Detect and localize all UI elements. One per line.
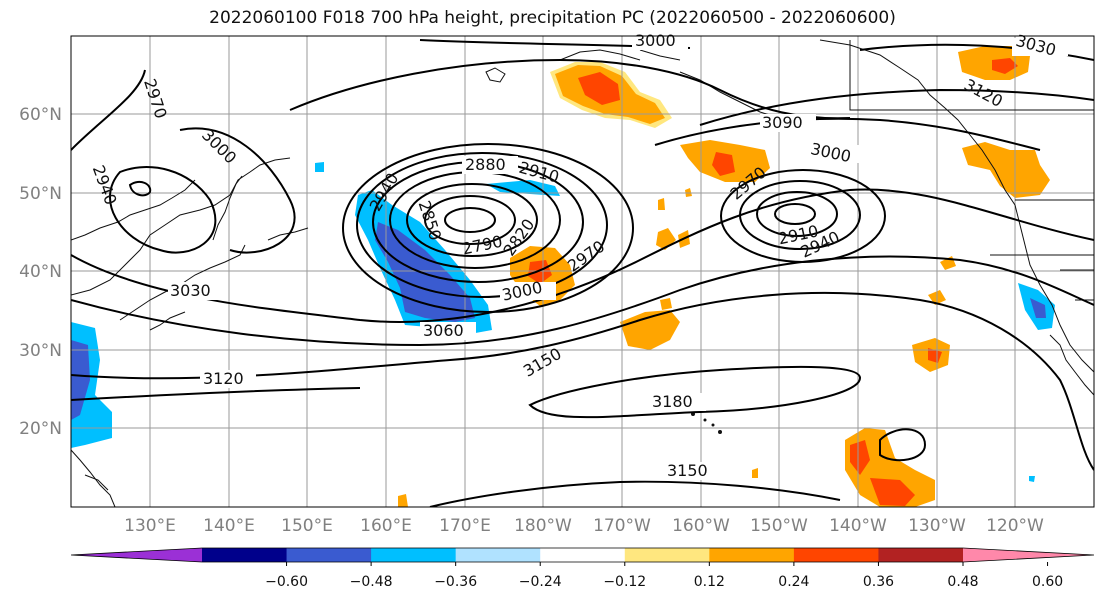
- precip-positive-area: [992, 58, 1018, 74]
- colorbar-tick-label: 0.60: [1032, 574, 1063, 590]
- contour-label: 2790: [460, 232, 504, 259]
- contour-label: 3090: [762, 113, 803, 132]
- colorbar-tick-label: −0.12: [603, 574, 646, 590]
- lon-label: 120°W: [986, 516, 1044, 536]
- colorbar-tick-label: −0.48: [350, 574, 393, 590]
- graticule: [71, 36, 1094, 507]
- contour-label: 3150: [667, 461, 708, 480]
- colorbar-segment: [624, 548, 710, 562]
- colorbar-ticks: [286, 562, 1049, 566]
- precip-negative-area: [375, 222, 475, 322]
- colorbar-outline: [70, 547, 1095, 563]
- precip-positive-area: [620, 310, 680, 350]
- lon-label: 170°W: [593, 516, 651, 536]
- lon-label: 180°W: [514, 516, 572, 536]
- colorbar-segment: [202, 548, 288, 562]
- precip-positive-area: [658, 198, 665, 210]
- precip-positive-area: [752, 468, 758, 478]
- precip-shading: [71, 46, 1055, 507]
- longitude-labels: 130°E 140°E 150°E 160°E 170°E 180°W 170°…: [124, 516, 1044, 536]
- hawaii-islands: [691, 412, 722, 434]
- colorbar-extend-max: [963, 548, 1094, 562]
- lon-label: 150°E: [281, 516, 333, 536]
- lat-label: 20°N: [19, 419, 62, 439]
- contour-label: 2940: [89, 163, 121, 208]
- precip-positive-area: [660, 298, 672, 310]
- precip-positive-area: [850, 440, 870, 475]
- precip-negative-area: [1029, 476, 1035, 482]
- colorbar-tick-label: 0.48: [947, 574, 978, 590]
- lon-label: 150°W: [750, 516, 808, 536]
- colorbar: −0.60 −0.48 −0.36 −0.24 −0.12 0.12 0.24 …: [70, 547, 1095, 590]
- precip-positive-area: [962, 142, 1050, 198]
- colorbar-segment: [709, 548, 795, 562]
- colorbar-tick-label: −0.36: [434, 574, 477, 590]
- precip-positive-area: [398, 494, 408, 507]
- precip-negative-area: [486, 180, 560, 196]
- colorbar-labels: −0.60 −0.48 −0.36 −0.24 −0.12 0.12 0.24 …: [265, 574, 1063, 590]
- colorbar-segment: [455, 548, 541, 562]
- lat-label: 60°N: [19, 105, 62, 125]
- colorbar-tick-label: 0.36: [863, 574, 894, 590]
- lon-label: 140°E: [203, 516, 255, 536]
- lon-label: 140°W: [829, 516, 887, 536]
- contour-label: 3000: [635, 31, 676, 50]
- contour-label: 2880: [465, 155, 506, 174]
- colorbar-tick-label: −0.60: [265, 574, 308, 590]
- contour-label: 2970: [564, 237, 608, 276]
- precip-positive-area: [845, 428, 935, 507]
- colorbar-segment: [286, 548, 372, 562]
- contour-label: 3180: [652, 392, 693, 411]
- precip-positive-area: [528, 260, 552, 284]
- precip-positive-area: [870, 478, 915, 506]
- precip-positive-area: [712, 152, 735, 176]
- colorbar-segment: [371, 548, 457, 562]
- precip-negative-area: [315, 162, 324, 172]
- contour-label: 3000: [198, 125, 240, 167]
- lat-label: 30°N: [19, 341, 62, 361]
- lon-label: 130°E: [124, 516, 176, 536]
- contour-label: 3060: [423, 321, 464, 340]
- latitude-labels: 60°N 50°N 40°N 30°N 20°N: [19, 105, 62, 439]
- precip-positive-area: [928, 348, 942, 363]
- colorbar-segment: [540, 548, 626, 562]
- precip-negative-area: [1030, 298, 1046, 318]
- map-title: 2022060100 F018 700 hPa height, precipit…: [209, 8, 896, 28]
- colorbar-extend-min: [71, 548, 202, 562]
- contour-label: 3030: [170, 281, 211, 300]
- lon-label: 160°E: [360, 516, 412, 536]
- colorbar-segment: [793, 548, 879, 562]
- lon-label: 160°W: [672, 516, 730, 536]
- lon-label: 170°E: [439, 516, 491, 536]
- contour-label: 3120: [203, 369, 244, 388]
- contour-label: 3120: [961, 75, 1006, 111]
- lat-label: 50°N: [19, 184, 62, 204]
- height-contours: [71, 39, 1094, 507]
- precip-positive-area: [578, 72, 620, 105]
- colorbar-segment: [878, 548, 964, 562]
- colorbar-tick-label: 0.12: [694, 574, 725, 590]
- plot-frame: [70, 35, 1095, 508]
- colorbar-tick-label: −0.24: [519, 574, 562, 590]
- lon-label: 130°W: [908, 516, 966, 536]
- colorbar-segments: [70, 547, 1095, 563]
- colorbar-tick-label: 0.24: [778, 574, 809, 590]
- lat-label: 40°N: [19, 262, 62, 282]
